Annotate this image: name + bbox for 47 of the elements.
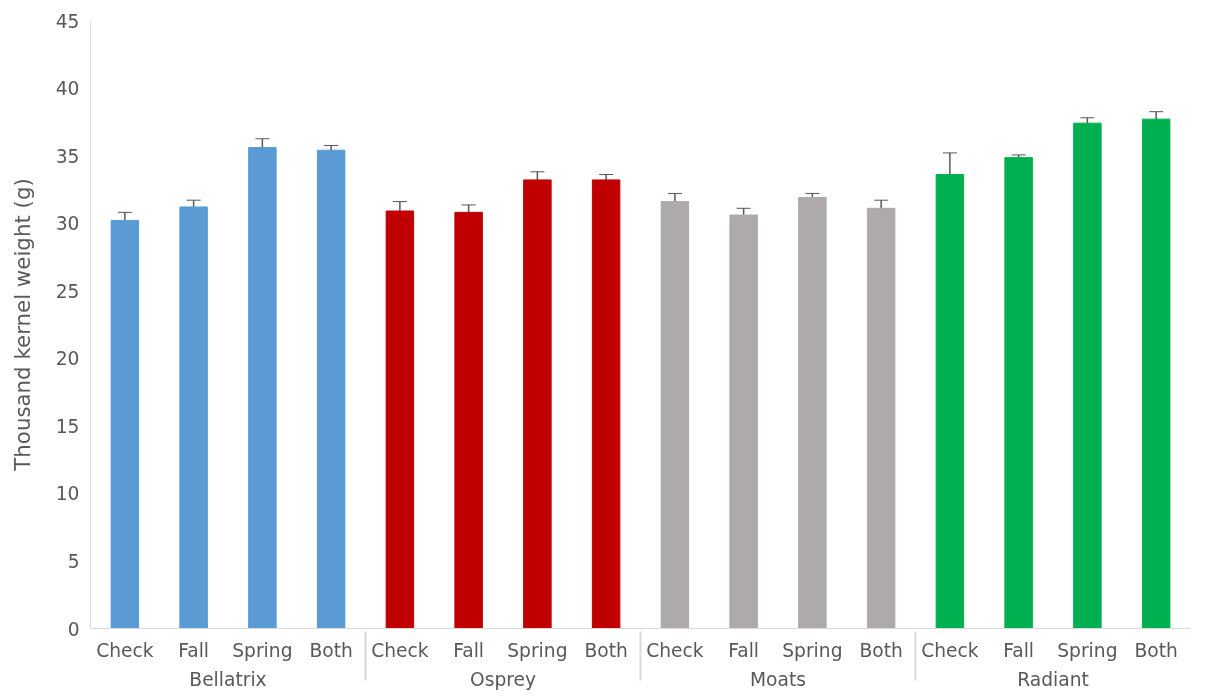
x-tick-label: Both — [1134, 639, 1178, 661]
x-tick-label: Both — [584, 639, 628, 661]
bar — [316, 149, 346, 629]
x-tick-label: Spring — [782, 639, 843, 661]
x-tick-label: Fall — [1003, 639, 1035, 661]
y-tick-label: 10 — [55, 483, 80, 505]
y-tick-label: 0 — [67, 618, 80, 640]
x-tick-label: Fall — [728, 639, 760, 661]
bar — [179, 206, 208, 629]
y-tick-label: 30 — [55, 213, 80, 235]
text: Moats — [750, 668, 806, 690]
bar — [1073, 122, 1102, 629]
bar — [591, 179, 621, 629]
x-tick-label: Check — [921, 639, 979, 661]
x-tick-label: Check — [371, 639, 429, 661]
bar — [935, 174, 965, 629]
x-tick-label: Check — [646, 639, 704, 661]
bar — [385, 210, 415, 629]
bar — [110, 219, 140, 629]
y-tick-label: 25 — [55, 280, 80, 302]
y-tick-label: 20 — [55, 348, 80, 370]
bar — [454, 211, 483, 629]
text: Osprey — [469, 668, 537, 690]
x-tick-label: Both — [309, 639, 353, 661]
x-tick-label: Fall — [178, 639, 210, 661]
text: Radiant — [1017, 668, 1089, 690]
x-tick-label: Both — [859, 639, 903, 661]
bar — [729, 214, 758, 629]
bar — [798, 197, 827, 629]
x-tick-label: Spring — [1057, 639, 1118, 661]
bar — [660, 201, 690, 629]
y-axis-title: Thousand kernel weight (g) — [9, 178, 35, 472]
bar — [1141, 118, 1171, 629]
bar — [248, 147, 277, 629]
x-tick-label: Fall — [453, 639, 485, 661]
x-tick-label: Spring — [507, 639, 568, 661]
bar — [523, 179, 552, 629]
y-tick-label: 35 — [55, 145, 80, 167]
x-tick-label: Check — [96, 639, 154, 661]
y-tick-label: 5 — [67, 550, 80, 572]
bar — [866, 207, 896, 629]
x-tick-label: Spring — [232, 639, 293, 661]
text: Bellatrix — [189, 668, 267, 690]
y-tick-label: 45 — [55, 10, 80, 32]
y-tick-label: 40 — [55, 78, 80, 100]
y-tick-label: 15 — [55, 415, 80, 437]
bar — [1004, 157, 1033, 629]
